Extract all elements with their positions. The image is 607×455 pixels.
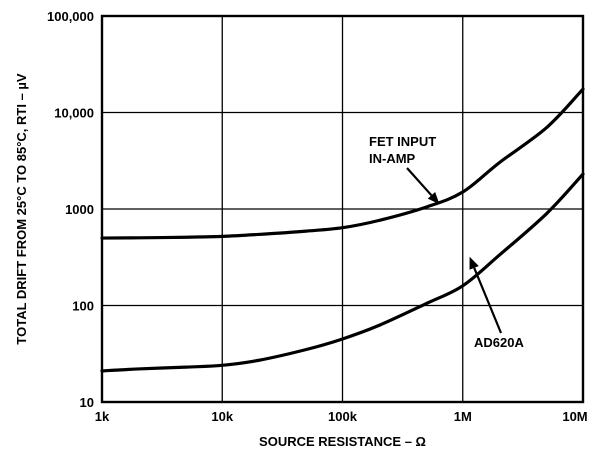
x-tick-label-0: 1k xyxy=(95,409,110,424)
y-tick-label-1: 100 xyxy=(72,299,94,314)
series-line-0 xyxy=(100,87,585,240)
x-axis-title: SOURCE RESISTANCE – Ω xyxy=(259,434,426,449)
y-axis-title: TOTAL DRIFT FROM 25°C TO 85°C, RTI – µV xyxy=(14,73,29,345)
plot-frame xyxy=(100,14,585,404)
y-tick-label-0: 10 xyxy=(80,395,94,410)
annotation-0-line-0: FET INPUT xyxy=(369,134,436,149)
series-curves xyxy=(100,87,585,373)
annotation-1-arrow-head xyxy=(469,256,479,270)
annotation-1-line-0: AD620A xyxy=(474,335,524,350)
y-tick-label-3: 10,000 xyxy=(54,106,94,121)
annotation-0-line-1: IN-AMP xyxy=(369,151,416,166)
x-tick-label-1: 10k xyxy=(211,409,233,424)
series-line-1 xyxy=(100,172,585,373)
y-tick-label-2: 1000 xyxy=(65,202,94,217)
annotation-0-arrow-head xyxy=(427,191,440,205)
y-tick-labels: 10 100 1000 10,000 100,000 xyxy=(47,9,94,410)
x-tick-label-2: 100k xyxy=(328,409,358,424)
x-tick-label-4: 10M xyxy=(562,409,587,424)
annotations: FET INPUT IN-AMP AD620A xyxy=(369,134,524,350)
annotation-0-arrow-shaft xyxy=(406,167,433,197)
y-tick-label-4: 100,000 xyxy=(47,9,94,24)
x-tick-label-3: 1M xyxy=(454,409,472,424)
annotation-1-arrow-shaft xyxy=(473,267,503,334)
x-tick-labels: 1k 10k 100k 1M 10M xyxy=(95,409,588,424)
